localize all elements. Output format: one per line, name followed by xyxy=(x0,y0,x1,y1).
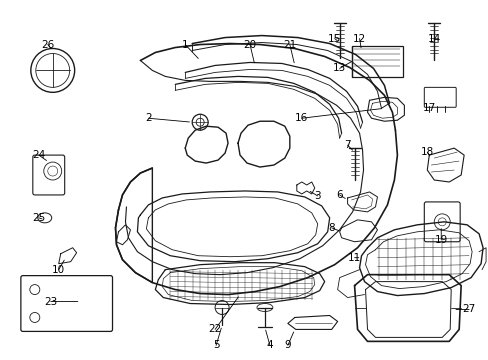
Text: 26: 26 xyxy=(41,40,54,50)
Text: 9: 9 xyxy=(284,340,290,350)
Text: 5: 5 xyxy=(212,340,219,350)
Text: 11: 11 xyxy=(347,253,361,263)
Text: 10: 10 xyxy=(52,265,65,275)
Text: 14: 14 xyxy=(427,33,440,44)
Text: 8: 8 xyxy=(327,223,334,233)
Text: 3: 3 xyxy=(314,191,321,201)
Text: 17: 17 xyxy=(422,103,435,113)
Text: 16: 16 xyxy=(295,113,308,123)
Text: 23: 23 xyxy=(44,297,57,306)
Text: 12: 12 xyxy=(352,33,366,44)
Text: 7: 7 xyxy=(344,140,350,150)
Text: 24: 24 xyxy=(32,150,45,160)
Text: 13: 13 xyxy=(332,63,346,73)
Text: 27: 27 xyxy=(462,305,475,315)
Text: 1: 1 xyxy=(182,40,188,50)
Text: 15: 15 xyxy=(327,33,341,44)
Text: 21: 21 xyxy=(283,40,296,50)
Text: 19: 19 xyxy=(434,235,447,245)
Text: 25: 25 xyxy=(32,213,45,223)
Text: 22: 22 xyxy=(208,324,221,334)
Text: 18: 18 xyxy=(420,147,433,157)
Text: 6: 6 xyxy=(336,190,342,200)
Text: 2: 2 xyxy=(145,113,151,123)
Text: 20: 20 xyxy=(243,40,256,50)
Text: 4: 4 xyxy=(266,340,273,350)
